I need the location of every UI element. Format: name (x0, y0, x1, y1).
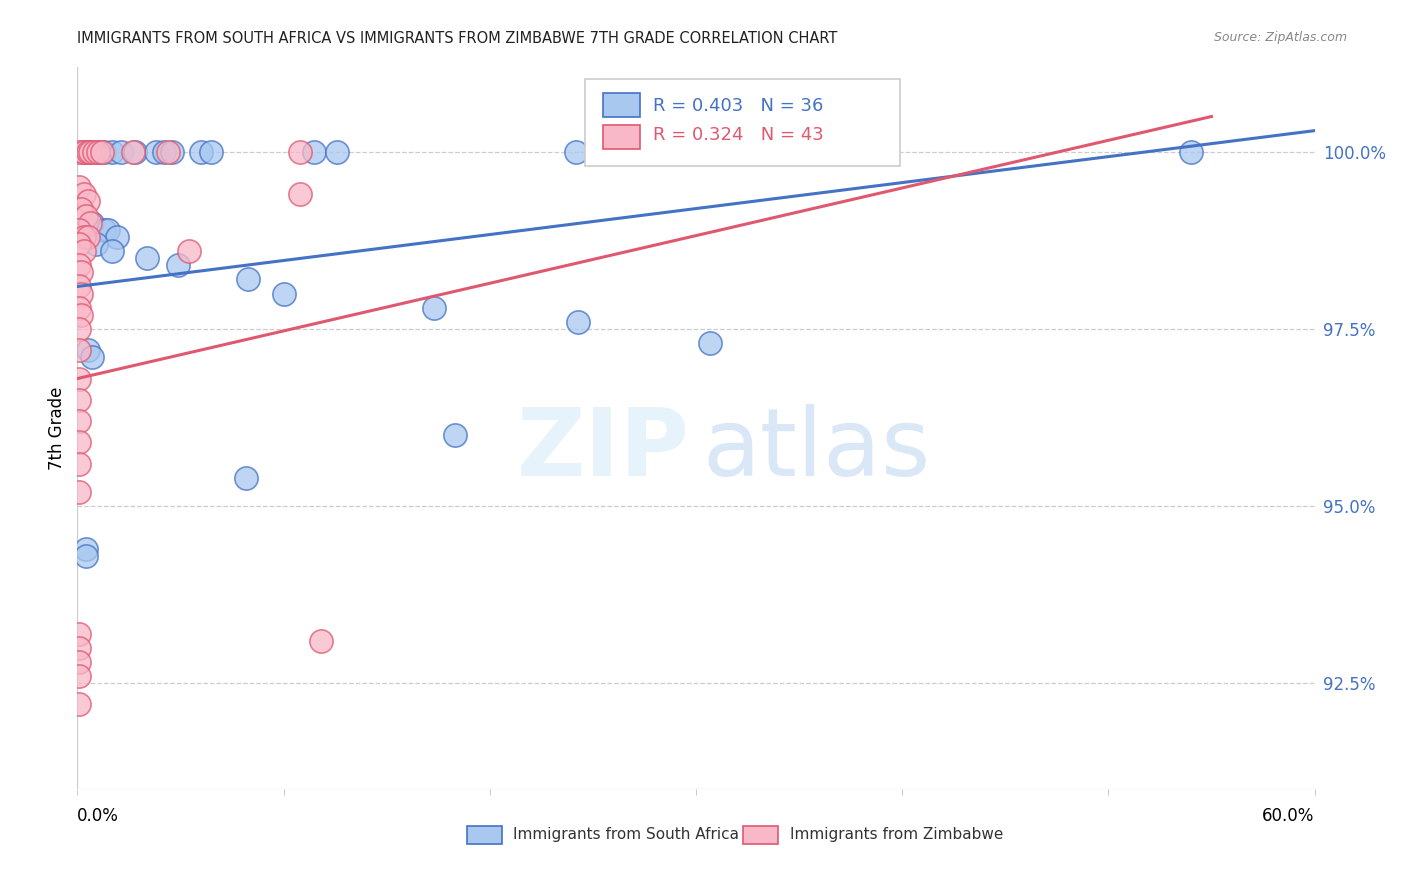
Point (443, 428, 465, 442)
Point (70, 286, 93, 301)
Point (122, 145, 145, 159)
Point (167, 258, 190, 272)
Point (235, 471, 257, 485)
Point (67, 457, 90, 471)
Point (72, 244, 94, 258)
Point (101, 244, 124, 258)
Point (67, 301, 90, 315)
Point (79, 216, 101, 230)
Text: Immigrants from Zimbabwe: Immigrants from Zimbabwe (790, 827, 1004, 842)
Point (75, 209, 97, 223)
Point (75, 549, 97, 563)
Point (124, 145, 146, 159)
Point (80, 351, 103, 365)
FancyBboxPatch shape (585, 79, 900, 166)
Point (70, 265, 93, 279)
Point (67, 180, 90, 194)
Text: 60.0%: 60.0% (1263, 807, 1315, 825)
Point (699, 336, 721, 351)
Point (110, 145, 132, 159)
Point (67, 371, 90, 385)
Point (304, 145, 326, 159)
Point (67, 145, 90, 159)
Point (67, 655, 90, 669)
Point (67, 414, 90, 428)
Point (200, 145, 222, 159)
Point (97, 223, 120, 237)
Point (93, 145, 115, 159)
Point (72, 145, 94, 159)
Point (67, 698, 90, 712)
Point (157, 145, 180, 159)
Point (79, 145, 101, 159)
Point (67, 626, 90, 640)
Point (309, 633, 332, 648)
Point (238, 272, 260, 286)
Point (105, 230, 128, 244)
Point (70, 202, 93, 216)
Point (565, 145, 588, 159)
Y-axis label: 7th Grade: 7th Grade (48, 386, 66, 470)
Point (67, 392, 90, 407)
Point (84, 237, 107, 252)
Point (273, 286, 295, 301)
Text: Immigrants from South Africa: Immigrants from South Africa (513, 827, 738, 842)
Point (76, 230, 98, 244)
Point (423, 301, 446, 315)
Point (67, 343, 90, 358)
Point (67, 640, 90, 655)
Point (67, 484, 90, 499)
Point (79, 145, 101, 159)
Point (70, 308, 93, 322)
Point (153, 145, 176, 159)
Point (76, 343, 98, 358)
Point (72, 230, 94, 244)
Point (190, 145, 212, 159)
Point (1180, 145, 1202, 159)
Point (567, 315, 589, 329)
Point (136, 251, 159, 265)
Text: ZIP: ZIP (517, 404, 690, 496)
Text: IMMIGRANTS FROM SOUTH AFRICA VS IMMIGRANTS FROM ZIMBABWE 7TH GRADE CORRELATION C: IMMIGRANTS FROM SOUTH AFRICA VS IMMIGRAN… (77, 31, 838, 46)
Point (67, 258, 90, 272)
Bar (742, 826, 778, 844)
Bar (603, 125, 640, 149)
Point (101, 145, 124, 159)
Text: R = 0.324   N = 43: R = 0.324 N = 43 (652, 126, 824, 145)
Point (145, 145, 167, 159)
Point (72, 145, 94, 159)
Point (91, 145, 114, 159)
Text: 0.0%: 0.0% (77, 807, 120, 825)
Point (177, 244, 200, 258)
Text: R = 0.403   N = 36: R = 0.403 N = 36 (652, 97, 823, 115)
Bar (467, 826, 502, 844)
Point (67, 223, 90, 237)
Point (83, 145, 105, 159)
Text: atlas: atlas (702, 404, 931, 496)
Point (67, 669, 90, 683)
Point (80, 216, 103, 230)
Point (67, 322, 90, 336)
Point (288, 187, 311, 202)
Point (87, 145, 110, 159)
Point (72, 187, 94, 202)
Point (93, 223, 115, 237)
Bar (603, 93, 640, 118)
Point (602, 145, 624, 159)
Point (160, 145, 183, 159)
Point (67, 237, 90, 252)
Point (75, 541, 97, 556)
Point (326, 145, 349, 159)
Point (76, 194, 98, 209)
Text: Source: ZipAtlas.com: Source: ZipAtlas.com (1213, 31, 1347, 45)
Point (87, 145, 110, 159)
Point (76, 145, 98, 159)
Point (67, 435, 90, 450)
Point (288, 145, 311, 159)
Point (67, 279, 90, 293)
